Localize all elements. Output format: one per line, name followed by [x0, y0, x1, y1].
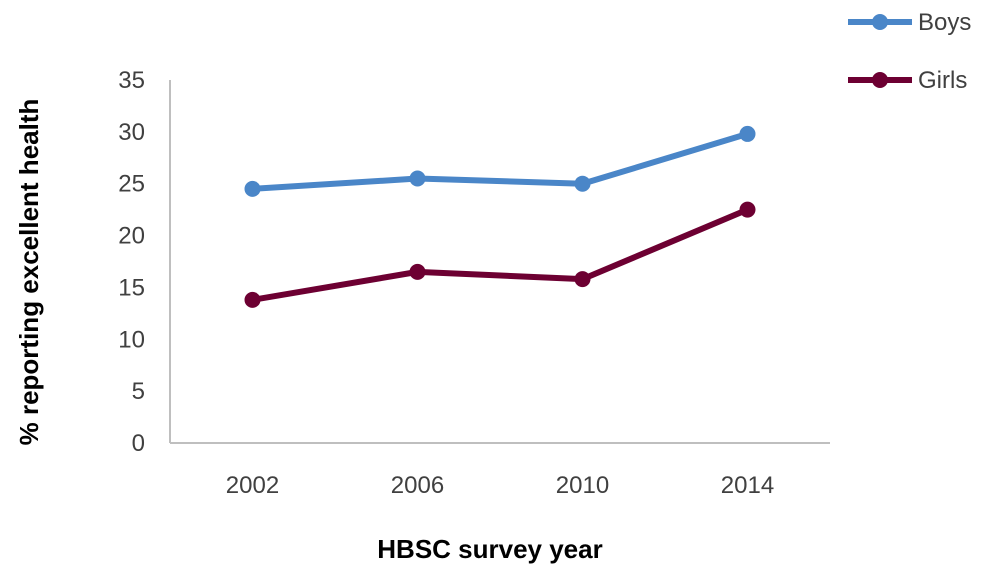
data-point: [574, 271, 591, 288]
series-line: [249, 206, 751, 303]
series-line: [249, 130, 751, 192]
x-tick-label: 2006: [391, 472, 444, 499]
y-axis-title: % reporting excellent health: [14, 99, 44, 446]
y-axis-ticks: 0 5 10 15 20 25 30 35: [118, 67, 145, 457]
legend-marker: [872, 72, 888, 88]
data-point: [739, 201, 756, 218]
data-point: [244, 180, 261, 197]
x-tick-label: 2002: [226, 472, 279, 499]
y-tick-label: 35: [118, 67, 145, 94]
legend-item-boys: Boys: [848, 9, 971, 36]
y-tick-label: 5: [132, 378, 145, 405]
data-point: [244, 291, 261, 308]
legend-marker: [872, 14, 888, 30]
y-tick-label: 10: [118, 326, 145, 353]
x-axis-ticks: 2002 2006 2010 2014: [226, 472, 774, 499]
y-tick-label: 15: [118, 274, 145, 301]
legend-label: Boys: [918, 9, 971, 36]
y-tick-label: 30: [118, 119, 145, 146]
data-point: [409, 263, 426, 280]
y-tick-label: 0: [132, 430, 145, 457]
legend-label: Girls: [918, 67, 967, 94]
legend-item-girls: Girls: [848, 67, 967, 94]
data-point: [409, 170, 426, 187]
x-tick-label: 2014: [721, 472, 774, 499]
series-girls: [244, 201, 756, 308]
data-point: [739, 125, 756, 142]
series-boys: [244, 125, 756, 197]
series-layer: [244, 125, 756, 308]
x-tick-label: 2010: [556, 472, 609, 499]
legend: Boys Girls: [848, 9, 971, 94]
data-point: [574, 175, 591, 192]
x-axis-title: HBSC survey year: [377, 534, 602, 564]
y-tick-label: 20: [118, 223, 145, 250]
y-tick-label: 25: [118, 171, 145, 198]
